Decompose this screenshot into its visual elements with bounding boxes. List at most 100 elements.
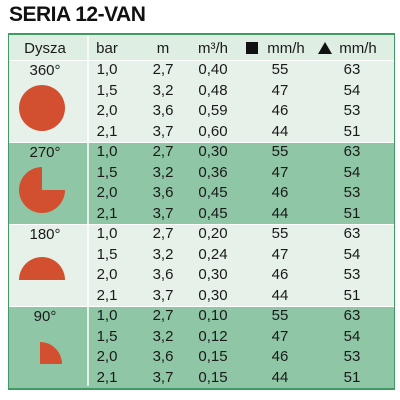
cell: 1,5 (96, 163, 118, 181)
cell: 55 (271, 143, 289, 160)
nozzle-label: 90° (33, 308, 57, 325)
header-cell: m (156, 40, 170, 57)
cell: 3,6 (152, 184, 174, 201)
cell: 2,7 (152, 225, 174, 242)
cell: 3,6 (152, 102, 174, 119)
cell: 2,1 (96, 368, 118, 386)
cell: 53 (343, 184, 361, 201)
cell: 54 (343, 327, 361, 345)
cell: 0,30 (198, 143, 228, 160)
cell: 0,12 (198, 327, 228, 345)
cell: 1,0 (96, 307, 118, 324)
cell: 2,0 (96, 266, 118, 283)
group-background (9, 224, 394, 306)
cell: 53 (343, 266, 361, 283)
cell: 2,1 (96, 122, 118, 140)
cell: 1,5 (96, 81, 118, 99)
cell: 63 (343, 143, 361, 160)
cell: 1,0 (96, 225, 118, 242)
cell: 46 (271, 184, 289, 201)
cell: 3,7 (152, 122, 174, 140)
cell: 1,0 (96, 143, 118, 160)
cell: 2,1 (96, 286, 118, 304)
header-row (9, 35, 394, 60)
cell: 44 (271, 204, 289, 222)
cell: 2,1 (96, 204, 118, 222)
cell: 63 (343, 225, 361, 242)
cell: 2,7 (152, 61, 174, 78)
cell: 3,7 (152, 204, 174, 222)
cell: 3,6 (152, 348, 174, 365)
cell: 1,0 (96, 61, 118, 78)
cell: 2,7 (152, 307, 174, 324)
cell: 51 (343, 286, 361, 304)
nozzle-label: 180° (29, 226, 61, 243)
cell: 44 (271, 286, 289, 304)
cell: 3,2 (152, 163, 174, 181)
cell: 53 (343, 102, 361, 119)
nozzle-label: 360° (29, 62, 61, 79)
cell: 55 (271, 307, 289, 324)
header-cell: mm/h (267, 40, 305, 57)
nozzle-icon (19, 257, 65, 280)
cell: 47 (271, 245, 289, 263)
cell: 54 (343, 81, 361, 99)
header-cell: mm/h (339, 40, 377, 57)
cell: 47 (271, 327, 289, 345)
triangle-icon (318, 42, 332, 54)
cell: 3,7 (152, 286, 174, 304)
cell: 3,6 (152, 266, 174, 283)
header-cell: Dysza (24, 40, 66, 57)
cell: 55 (271, 61, 289, 78)
cell: 0,15 (198, 348, 228, 365)
cell: 0,36 (198, 163, 228, 181)
cell: 63 (343, 61, 361, 78)
cell: 0,10 (198, 307, 228, 324)
cell: 51 (343, 122, 361, 140)
cell: 46 (271, 266, 289, 283)
nozzle-label: 270° (29, 144, 61, 161)
cell: 0,48 (198, 81, 228, 99)
group-background (9, 306, 394, 388)
group-background (9, 142, 394, 224)
cell: 46 (271, 348, 289, 365)
cell: 0,40 (198, 61, 228, 78)
cell: 2,0 (96, 184, 118, 201)
group-background (9, 60, 394, 142)
cell: 0,30 (198, 286, 228, 304)
cell: 3,2 (152, 81, 174, 99)
cell: 0,30 (198, 266, 228, 283)
header-cell: bar (96, 40, 118, 57)
cell: 54 (343, 163, 361, 181)
cell: 0,20 (198, 225, 228, 242)
cell: 55 (271, 225, 289, 242)
cell: 44 (271, 368, 289, 386)
nozzle-icon (19, 85, 66, 132)
cell: 1,5 (96, 245, 118, 263)
cell: 53 (343, 348, 361, 365)
cell: 2,0 (96, 102, 118, 119)
cell: 2,0 (96, 348, 118, 365)
cell: 3,7 (152, 368, 174, 386)
cell: 0,24 (198, 245, 228, 263)
cell: 0,45 (198, 204, 228, 222)
cell: 51 (343, 204, 361, 222)
cell: 0,59 (198, 102, 228, 119)
square-icon (246, 42, 258, 54)
cell: 3,2 (152, 245, 174, 263)
cell: 1,5 (96, 327, 118, 345)
cell: 54 (343, 245, 361, 263)
cell: 0,60 (198, 122, 228, 140)
cell: 47 (271, 81, 289, 99)
nozzle-icon (19, 167, 65, 213)
cell: 44 (271, 122, 289, 140)
cell: 63 (343, 307, 361, 324)
cell: 0,15 (198, 368, 228, 386)
nozzle-icon (40, 342, 62, 364)
cell: 0,45 (198, 184, 228, 201)
cell: 46 (271, 102, 289, 119)
header-cell: m³/h (198, 40, 228, 57)
cell: 2,7 (152, 143, 174, 160)
